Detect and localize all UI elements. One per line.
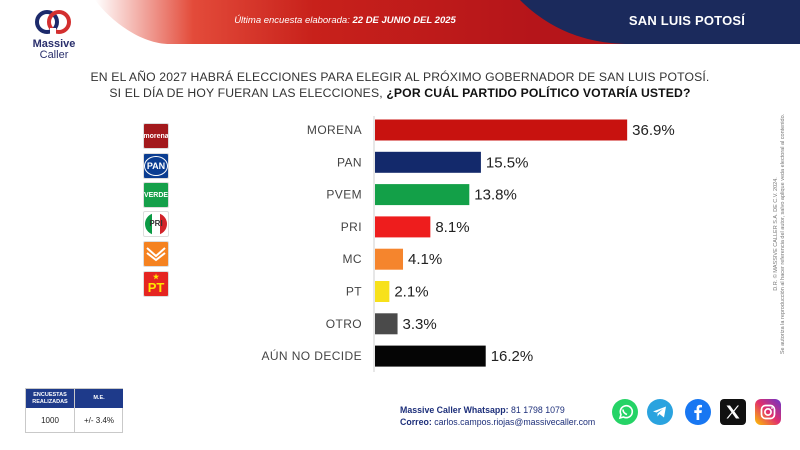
x-icon[interactable]: [720, 399, 746, 425]
brand-logo: Massive Caller: [16, 6, 96, 61]
category-label: MORENA: [307, 123, 362, 137]
category-label: MC: [343, 252, 362, 266]
email-line: Correo: carlos.campos.riojas@massivecall…: [400, 416, 595, 428]
question-line1: EN EL AÑO 2027 HABRÁ ELECCIONES PARA ELE…: [90, 70, 710, 84]
vote-intention-chart: MORENA 36.9% PAN 15.5% PVEM 13.8% PRI 8.1% MC 4.1…: [0, 110, 760, 380]
pan-logo: PAN: [143, 153, 169, 179]
surveys-header: ENCUESTAS REALIZADAS: [26, 389, 74, 408]
bar-6: [375, 313, 398, 335]
value-label: 4.1%: [408, 251, 442, 268]
side-disclaimer: D.R. © MASSIVE CALLER S.A. DE C.V. 2024.…: [770, 92, 790, 377]
pvem-logo: VERDE: [143, 182, 169, 208]
email-label: Correo:: [400, 417, 432, 427]
bar-0: [375, 119, 628, 141]
bar-2: [375, 184, 470, 206]
value-label: 13.8%: [474, 187, 517, 204]
category-label: AÚN NO DECIDE: [261, 348, 362, 363]
instagram-icon[interactable]: [755, 399, 781, 425]
whatsapp-line: Massive Caller Whatsapp: 81 1798 1079: [400, 404, 595, 416]
category-label: PRI: [341, 220, 362, 234]
bar-chart-svg: MORENA 36.9% PAN 15.5% PVEM 13.8% PRI 8.1% MC 4.1…: [261, 116, 675, 372]
value-label: 16.2%: [491, 348, 534, 365]
pvem-logo-text: VERDE: [143, 191, 169, 199]
survey-date: Última encuesta elaborada: 22 DE JUNIO D…: [190, 15, 500, 26]
brand-name-line2: Caller: [39, 49, 69, 61]
bar-1: [375, 151, 481, 173]
question-line2-bold: ¿POR CUÁL PARTIDO POLÍTICO VOTARÍA USTED…: [386, 86, 691, 100]
value-label: 3.3%: [403, 316, 437, 333]
pan-logo-text: PAN: [144, 156, 168, 176]
morena-logo: morena: [143, 123, 169, 149]
pri-logo: PRI: [143, 211, 169, 237]
pri-logo-text: PRI: [149, 219, 163, 228]
email-link[interactable]: carlos.campos.riojas@massivecaller.com: [434, 417, 596, 427]
whatsapp-number[interactable]: 81 1798 1079: [510, 405, 565, 415]
margin-error-header: M.E.: [75, 389, 123, 408]
morena-logo-text: morena: [143, 132, 169, 140]
brand-name-line1: Massive: [32, 38, 76, 50]
facebook-icon[interactable]: [685, 399, 711, 425]
disclaimer-line2: Se autoriza la reproducción al hacer ref…: [780, 113, 786, 355]
pt-logo-text: PT: [147, 280, 165, 295]
table-divider: [74, 389, 75, 433]
survey-info-table: ENCUESTAS REALIZADAS M.E. 1000 +/- 3.4%: [25, 388, 123, 433]
question-line2: SI EL DÍA DE HOY FUERAN LAS ELECCIONES, …: [60, 86, 740, 100]
disclaimer-line1: D.R. © MASSIVE CALLER S.A. DE C.V. 2024.: [773, 177, 779, 291]
bar-7: [375, 345, 486, 367]
margin-error-value: +/- 3.4%: [83, 416, 114, 425]
header-band: [0, 0, 800, 44]
value-label: 8.1%: [435, 219, 469, 236]
telegram-icon[interactable]: [647, 399, 673, 425]
value-label: 36.9%: [632, 122, 675, 139]
surveys-value: 1000: [41, 416, 59, 425]
bar-4: [375, 248, 404, 270]
survey-date-value: 22 DE JUNIO DEL 2025: [352, 15, 456, 26]
whatsapp-icon[interactable]: [612, 399, 638, 425]
survey-date-label: Última encuesta elaborada:: [234, 15, 350, 26]
value-label: 15.5%: [486, 154, 529, 171]
bar-5: [375, 281, 390, 302]
question-line2-plain: SI EL DÍA DE HOY FUERAN LAS ELECCIONES,: [109, 86, 387, 100]
bar-3: [375, 216, 431, 238]
value-label: 2.1%: [394, 284, 428, 301]
category-label: PAN: [337, 155, 362, 169]
region-title: SAN LUIS POTOSÍ: [628, 13, 746, 28]
category-label: PVEM: [326, 188, 362, 202]
pt-logo: ★ PT: [143, 271, 169, 297]
category-label: OTRO: [326, 317, 362, 331]
mc-logo: [143, 241, 169, 267]
massive-caller-logo-icon: [35, 10, 71, 34]
category-label: PT: [346, 285, 362, 299]
contact-info: Massive Caller Whatsapp: 81 1798 1079 Co…: [400, 404, 595, 428]
whatsapp-label: Massive Caller Whatsapp:: [400, 405, 509, 415]
